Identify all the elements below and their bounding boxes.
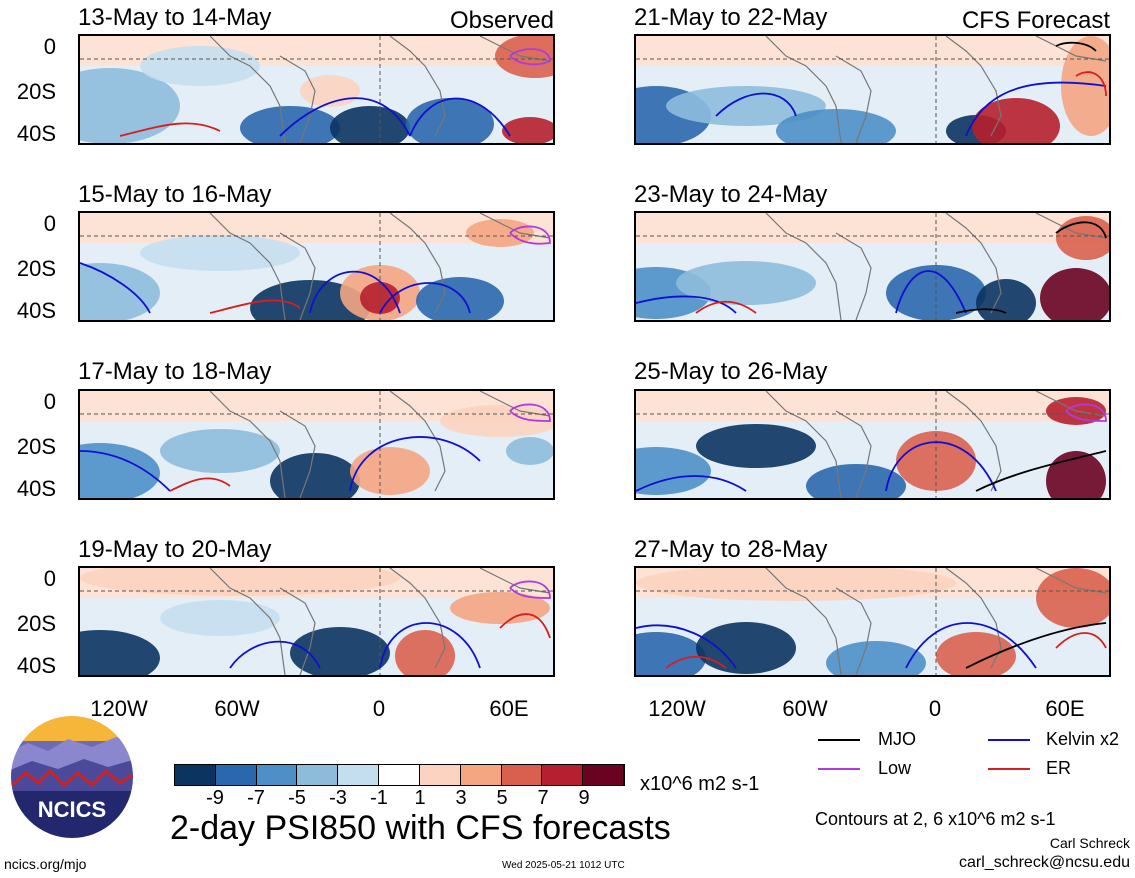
x-axis-label: 0 (928, 696, 942, 721)
panel-tag: Observed (449, 7, 554, 34)
panel-title: 25-May to 26-May (634, 358, 828, 385)
y-axis-label: 20S (16, 256, 56, 281)
map-panel (78, 211, 555, 322)
legend-er-label: ER (1046, 758, 1072, 778)
logo-text: NCICS (38, 797, 106, 822)
colorbar-swatch (338, 765, 380, 785)
map-field (80, 36, 553, 143)
y-axis-label: 0 (43, 34, 56, 59)
map-field (636, 391, 1109, 498)
colorbar (174, 764, 625, 786)
panel-tag: CFS Forecast (961, 7, 1110, 34)
contours-note: Contours at 2, 6 x10^6 m2 s-1 (815, 809, 1056, 829)
y-axis-label: 0 (43, 389, 56, 414)
y-axis-label: 0 (43, 211, 56, 236)
timestamp: Wed 2025-05-21 1012 UTC (502, 860, 625, 871)
colorbar-swatch (379, 765, 420, 785)
map-field (80, 391, 553, 498)
panel-title: 23-May to 24-May (634, 181, 828, 208)
map-panel (634, 211, 1111, 322)
map-panel (78, 566, 555, 677)
map-panel (634, 389, 1111, 500)
colorbar-swatch (583, 765, 624, 785)
y-axis-label: 20S (16, 434, 56, 459)
panel-title: 17-May to 18-May (78, 358, 272, 385)
colorbar-units: x10^6 m2 s-1 (640, 773, 760, 795)
colorbar-tick-label: -3 (329, 787, 347, 809)
x-axis-label: 120W (648, 696, 706, 721)
email: carl_schreck@ncsu.edu (959, 854, 1130, 871)
legend-mjo-line (818, 739, 860, 741)
legend-low-label: Low (878, 758, 912, 778)
legend-er-line (988, 768, 1030, 770)
panel-title: 15-May to 16-May (78, 181, 272, 208)
colorbar-swatch (460, 765, 502, 785)
y-axis-label: 40S (16, 121, 56, 146)
colorbar-swatch (501, 765, 543, 785)
y-axis-label: 40S (16, 476, 56, 501)
map-panel (634, 34, 1111, 145)
y-axis-label: 20S (16, 611, 56, 636)
colorbar-tick-label: 7 (537, 787, 549, 809)
panel-title: 21-May to 22-May (634, 4, 828, 31)
x-axis-label: 60E (1045, 696, 1085, 721)
map-panel (78, 389, 555, 500)
map-panel (78, 34, 555, 145)
legend-kelvin-label: Kelvin x2 (1046, 729, 1120, 749)
colorbar-swatch (297, 765, 339, 785)
colorbar-tick-label: -7 (247, 787, 265, 809)
y-axis-label: 40S (16, 298, 56, 323)
colorbar-tick-label: -5 (288, 787, 306, 809)
figure-title: 2-day PSI850 with CFS forecasts (170, 809, 671, 847)
x-axis-label: 60W (214, 696, 260, 721)
y-axis-label: 40S (16, 653, 56, 678)
colorbar-tick-label: 5 (496, 787, 508, 809)
colorbar-swatch (542, 765, 584, 785)
colorbar-swatch (215, 765, 257, 785)
legend-low-line (818, 768, 860, 770)
colorbar-swatch (175, 765, 216, 785)
x-axis-label: 0 (372, 696, 386, 721)
panel-title: 19-May to 20-May (78, 536, 272, 563)
colorbar-tick-label: 3 (455, 787, 467, 809)
map-field (636, 213, 1109, 320)
x-axis-label: 60W (782, 696, 828, 721)
x-axis-label: 60E (489, 696, 529, 721)
panel-title: 27-May to 28-May (634, 536, 828, 563)
panel-title: 13-May to 14-May (78, 4, 272, 31)
y-axis-label: 20S (16, 79, 56, 104)
colorbar-tick-label: -1 (370, 787, 388, 809)
legend-mjo-label: MJO (878, 729, 916, 749)
map-field (80, 213, 553, 320)
colorbar-tick-label: -9 (206, 787, 224, 809)
map-field (636, 568, 1109, 675)
legend-kelvin-line (988, 739, 1030, 741)
colorbar-swatch (256, 765, 298, 785)
ncics-logo: NCICS (9, 714, 135, 840)
x-axis-label: 120W (90, 696, 148, 721)
map-field (636, 36, 1109, 143)
map-panel (634, 566, 1111, 677)
colorbar-tick-label: 9 (578, 787, 590, 809)
colorbar-tick-label: 1 (414, 787, 426, 809)
site-link[interactable]: ncics.org/mjo (4, 856, 87, 872)
map-field (80, 568, 553, 675)
y-axis-label: 0 (43, 566, 56, 591)
author: Carl Schreck (1049, 835, 1130, 851)
colorbar-swatch (419, 765, 461, 785)
